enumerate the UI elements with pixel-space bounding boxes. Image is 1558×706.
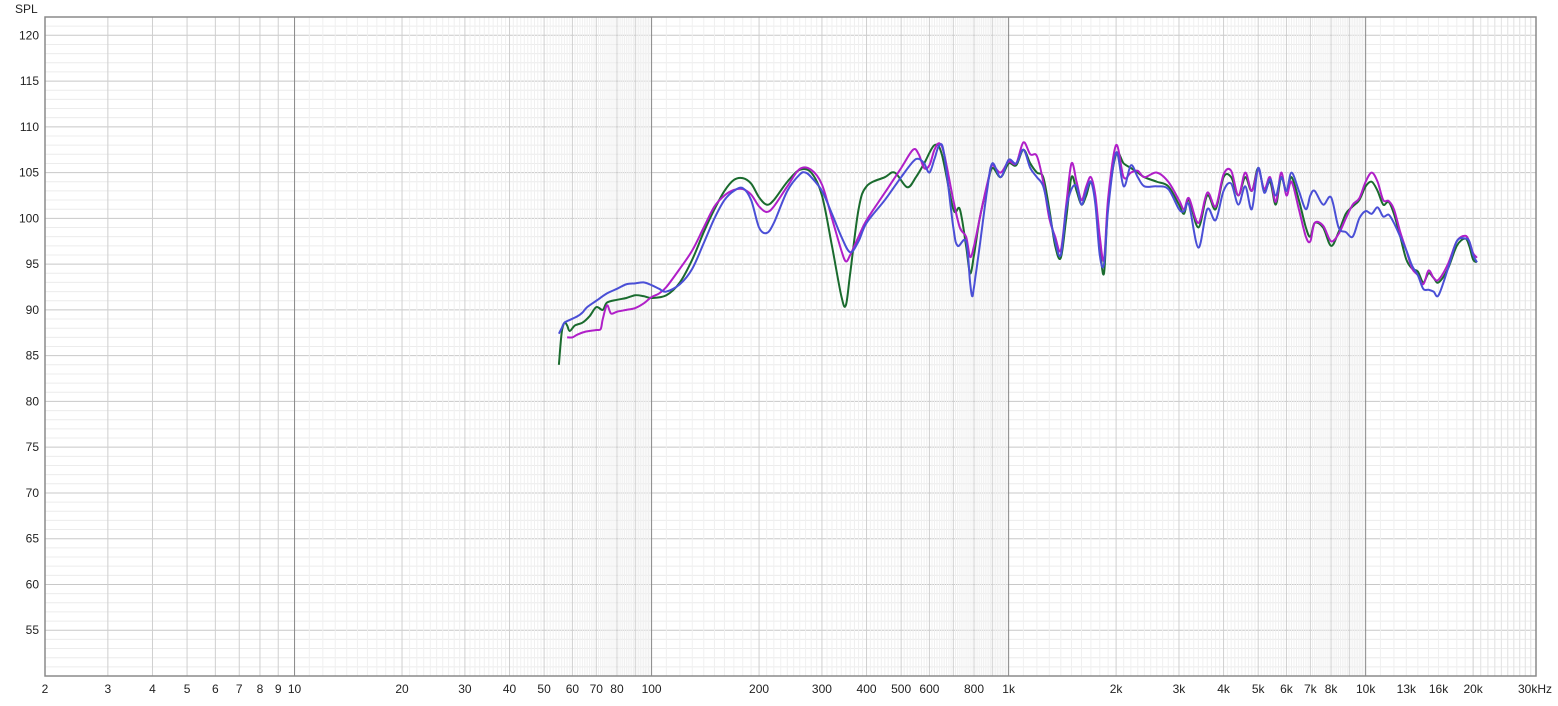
y-tick-label: 55 — [26, 623, 40, 637]
grid-layer — [44, 16, 1537, 677]
y-axis-title: SPL — [15, 2, 38, 16]
x-tick-label: 50 — [537, 682, 551, 696]
x-tick-label: 30kHz — [1518, 682, 1552, 696]
y-tick-labels: 55 60 65 70 75 80 85 90 95 100 105 110 115 120 — [19, 28, 39, 637]
x-tick-label: 2k — [1110, 682, 1124, 696]
y-tick-label: 65 — [26, 532, 40, 546]
y-tick-label: 70 — [26, 486, 40, 500]
x-tick-label: 300 — [812, 682, 832, 696]
x-tick-label: 6k — [1280, 682, 1294, 696]
x-tick-label: 20k — [1463, 682, 1483, 696]
x-tick-label: 13k — [1397, 682, 1417, 696]
x-tick-label: 10k — [1356, 682, 1376, 696]
x-tick-label: 8k — [1325, 682, 1339, 696]
x-tick-label: 2 — [42, 682, 49, 696]
y-tick-label: 110 — [20, 120, 39, 134]
y-tick-label: 80 — [26, 394, 40, 408]
x-tick-label: 3k — [1173, 682, 1187, 696]
y-tick-label: 100 — [19, 211, 39, 225]
plot-frame — [44, 16, 1537, 677]
x-tick-label: 20 — [395, 682, 409, 696]
y-tick-label: 60 — [26, 577, 40, 591]
x-tick-label: 500 — [891, 682, 911, 696]
x-tick-label: 4 — [149, 682, 156, 696]
x-tick-label: 16k — [1429, 682, 1449, 696]
y-tick-label: 120 — [19, 28, 39, 42]
x-tick-label: 70 — [590, 682, 604, 696]
x-tick-label: 60 — [566, 682, 580, 696]
series-layer — [557, 141, 1478, 365]
x-tick-label: 30 — [458, 682, 472, 696]
x-tick-label: 200 — [749, 682, 769, 696]
x-tick-label: 8 — [257, 682, 264, 696]
x-tick-label: 5k — [1252, 682, 1266, 696]
x-tick-labels: 2 3 4 5 6 7 8 9 10 20 30 40 50 60 70 80 100 200 300 400 500 6… — [42, 682, 1552, 696]
series-line-3 — [557, 143, 1478, 335]
x-tick-label: 3 — [105, 682, 112, 696]
x-tick-label: 100 — [642, 682, 662, 696]
x-tick-label: 800 — [964, 682, 984, 696]
x-tick-label: 7 — [236, 682, 243, 696]
x-tick-label: 40 — [503, 682, 517, 696]
y-tick-label: 105 — [19, 166, 39, 180]
y-tick-label: 115 — [20, 74, 39, 88]
y-tick-label: 95 — [26, 257, 40, 271]
x-tick-label: 6 — [212, 682, 219, 696]
x-tick-label: 600 — [919, 682, 939, 696]
x-tick-label: 1k — [1002, 682, 1016, 696]
y-tick-label: 75 — [26, 440, 40, 454]
x-tick-label: 7k — [1304, 682, 1318, 696]
x-tick-label: 9 — [275, 682, 282, 696]
y-tick-label: 90 — [26, 303, 40, 317]
x-tick-label: 4k — [1217, 682, 1231, 696]
y-tick-label: 85 — [26, 349, 40, 363]
x-tick-label: 10 — [288, 682, 302, 696]
x-tick-label: 400 — [857, 682, 877, 696]
x-tick-label: 80 — [610, 682, 624, 696]
x-tick-label: 5 — [184, 682, 191, 696]
